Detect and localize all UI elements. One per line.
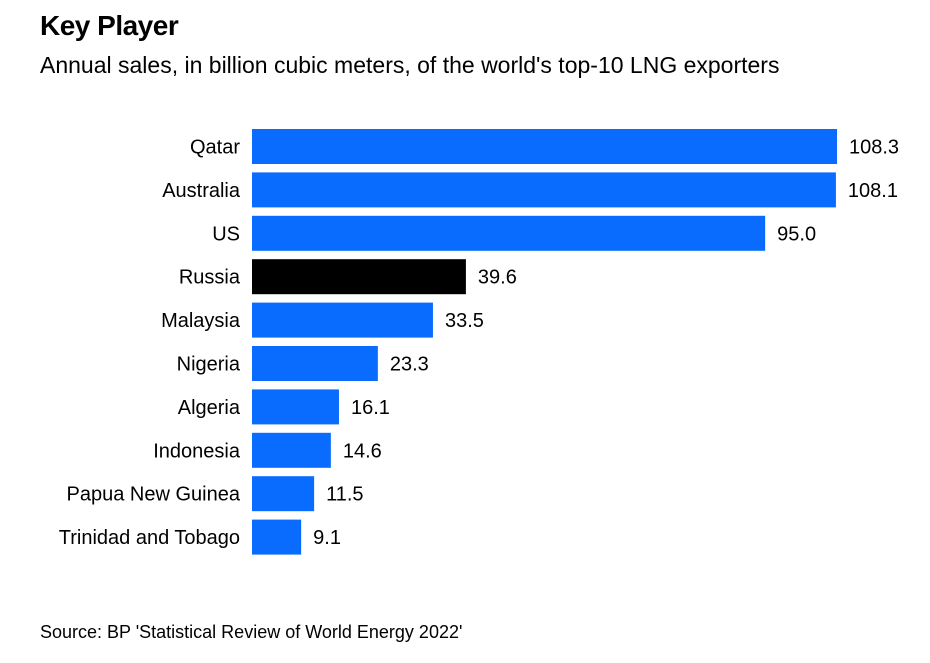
chart-subtitle: Annual sales, in billion cubic meters, o… — [40, 52, 780, 78]
chart-title: Key Player — [40, 10, 179, 41]
category-label-malaysia: Malaysia — [161, 310, 241, 332]
bar-indonesia — [252, 432, 331, 468]
value-label-indonesia: 14.6 — [343, 440, 382, 462]
category-label-algeria: Algeria — [178, 397, 241, 419]
category-label-russia: Russia — [179, 267, 241, 289]
value-label-qatar: 108.3 — [849, 137, 899, 159]
category-label-us: US — [212, 223, 240, 245]
bar-trinidad-and-tobago — [252, 519, 302, 555]
value-label-algeria: 16.1 — [351, 397, 390, 419]
value-label-papua-new-guinea: 11.5 — [326, 484, 363, 506]
source-note: Source: BP 'Statistical Review of World … — [40, 622, 463, 642]
category-label-australia: Australia — [162, 180, 241, 202]
category-label-trinidad-and-tobago: Trinidad and Tobago — [59, 527, 240, 549]
value-label-russia: 39.6 — [478, 267, 517, 289]
value-label-nigeria: 23.3 — [390, 354, 429, 376]
bar-malaysia — [252, 302, 433, 338]
bar-qatar — [252, 129, 837, 164]
bar-australia — [252, 172, 836, 208]
category-label-nigeria: Nigeria — [177, 354, 241, 376]
bar-us — [252, 215, 766, 251]
bar-papua-new-guinea — [252, 476, 315, 512]
bar-chart: Qatar 108.3 Australia 108.1 US 95.0 Russia 39.6… — [59, 129, 899, 555]
bar-algeria — [252, 389, 339, 425]
category-label-indonesia: Indonesia — [153, 440, 241, 462]
value-label-malaysia: 33.5 — [445, 310, 484, 332]
category-label-qatar: Qatar — [190, 137, 240, 159]
value-label-australia: 108.1 — [848, 180, 898, 202]
category-label-papua-new-guinea: Papua New Guinea — [67, 484, 241, 506]
value-label-trinidad-and-tobago: 9.1 — [313, 527, 341, 549]
value-label-us: 95.0 — [777, 223, 816, 245]
bar-russia — [252, 259, 466, 295]
bar-nigeria — [252, 346, 378, 381]
